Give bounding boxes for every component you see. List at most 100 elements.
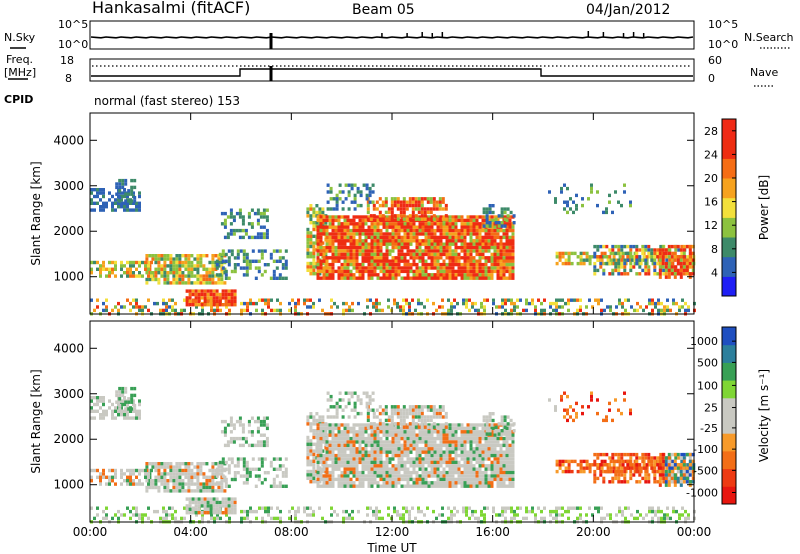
heatmap-cell — [483, 305, 486, 309]
heatmap-cell — [394, 273, 398, 277]
heatmap-cell — [381, 203, 385, 208]
heatmap-cell — [356, 203, 360, 208]
heatmap-cell — [96, 298, 99, 302]
heatmap-cell — [278, 259, 282, 263]
heatmap-cell — [499, 262, 503, 267]
heatmap-cell — [483, 513, 486, 517]
heatmap-cell — [403, 436, 407, 441]
heatmap-cell — [405, 200, 409, 204]
heatmap-cell — [331, 460, 335, 465]
heatmap-cell — [487, 259, 491, 263]
heatmap-cell — [430, 239, 434, 243]
heatmap-cell — [480, 509, 483, 514]
heatmap-cell — [421, 470, 425, 475]
heatmap-cell — [319, 436, 323, 441]
heatmap-cell — [426, 197, 430, 201]
heatmap-cell — [141, 513, 144, 517]
heatmap-cell — [348, 513, 351, 517]
heatmap-cell — [534, 305, 537, 309]
heatmap-cell — [221, 474, 225, 478]
heatmap-cell — [214, 254, 218, 258]
heatmap-cell — [433, 467, 437, 471]
heatmap-cell — [662, 272, 666, 276]
heatmap-cell — [429, 197, 433, 201]
heatmap-cell — [466, 450, 470, 454]
heatmap-cell — [232, 426, 236, 431]
heatmap-cell — [194, 296, 198, 300]
heatmap-cell — [673, 258, 677, 262]
heatmap-cell — [531, 298, 534, 302]
heatmap-cell — [259, 235, 263, 240]
heatmap-cell — [185, 296, 189, 300]
heatmap-cell — [481, 228, 485, 233]
heatmap-cell — [457, 447, 461, 451]
heatmap-cell — [346, 245, 350, 250]
heatmap-cell — [666, 506, 669, 510]
heatmap-cell — [445, 450, 449, 454]
heatmap-cell — [199, 254, 203, 258]
heatmap-cell — [312, 473, 316, 477]
heatmap-cell — [385, 269, 389, 274]
heatmap-cell — [325, 215, 329, 219]
heatmap-cell — [245, 273, 249, 277]
heatmap-cell — [384, 217, 388, 221]
heatmap-cell — [382, 259, 386, 263]
heatmap-cell — [430, 225, 434, 229]
heatmap-cell — [387, 210, 391, 215]
heatmap-cell — [391, 256, 395, 260]
heatmap-cell — [448, 249, 452, 253]
heatmap-cell — [615, 305, 618, 309]
noise-panel — [89, 20, 695, 50]
heatmap-cell — [218, 500, 222, 505]
heatmap-cell — [424, 252, 428, 257]
heatmap-cell — [620, 203, 623, 208]
heatmap-cell — [129, 468, 132, 473]
nsky-trace — [90, 36, 694, 39]
heatmap-cell — [144, 475, 147, 479]
heatmap-cell — [349, 430, 353, 434]
heatmap-cell — [567, 308, 570, 313]
heatmap-cell — [316, 215, 320, 219]
heatmap-cell — [403, 225, 407, 229]
heatmap-cell — [388, 235, 392, 240]
heatmap-cell — [230, 460, 234, 465]
heatmap-cell — [324, 459, 328, 463]
heatmap-cell — [224, 289, 228, 293]
heatmap-cell — [617, 265, 621, 269]
heatmap-cell — [445, 460, 449, 465]
heatmap-cell — [558, 251, 562, 256]
heatmap-cell — [309, 265, 313, 269]
heatmap-cell — [224, 504, 228, 508]
heatmap-cell — [666, 298, 669, 302]
heatmap-cell — [123, 416, 126, 420]
heatmap-cell — [414, 516, 417, 521]
heatmap-cell — [162, 509, 165, 514]
heatmap-cell — [306, 452, 310, 457]
heatmap-cell — [394, 443, 398, 448]
heatmap-cell — [463, 460, 467, 465]
heatmap-cell — [466, 256, 470, 260]
heatmap-cell — [442, 467, 446, 471]
heatmap-cell — [423, 214, 427, 218]
heatmap-cell — [393, 203, 397, 208]
heatmap-cell — [230, 477, 234, 482]
heatmap-cell — [133, 403, 137, 408]
heatmap-cell — [245, 474, 249, 478]
heatmap-cell — [227, 484, 231, 488]
heatmap-cell — [171, 516, 174, 521]
heatmap-cell — [614, 268, 618, 273]
heatmap-cell — [250, 235, 254, 240]
heatmap-cell — [90, 468, 93, 473]
heatmap-cell — [415, 225, 419, 229]
heatmap-cell — [653, 255, 657, 259]
heatmap-cell — [141, 468, 144, 473]
heatmap-cell — [120, 194, 123, 199]
heatmap-cell — [412, 252, 416, 257]
heatmap-cell — [679, 258, 683, 262]
heatmap-cell — [123, 205, 126, 209]
heatmap-cell — [102, 409, 105, 413]
heatmap-cell — [238, 215, 242, 219]
heatmap-cell — [457, 228, 461, 233]
heatmap-cell — [115, 393, 119, 398]
heatmap-cell — [318, 207, 322, 211]
